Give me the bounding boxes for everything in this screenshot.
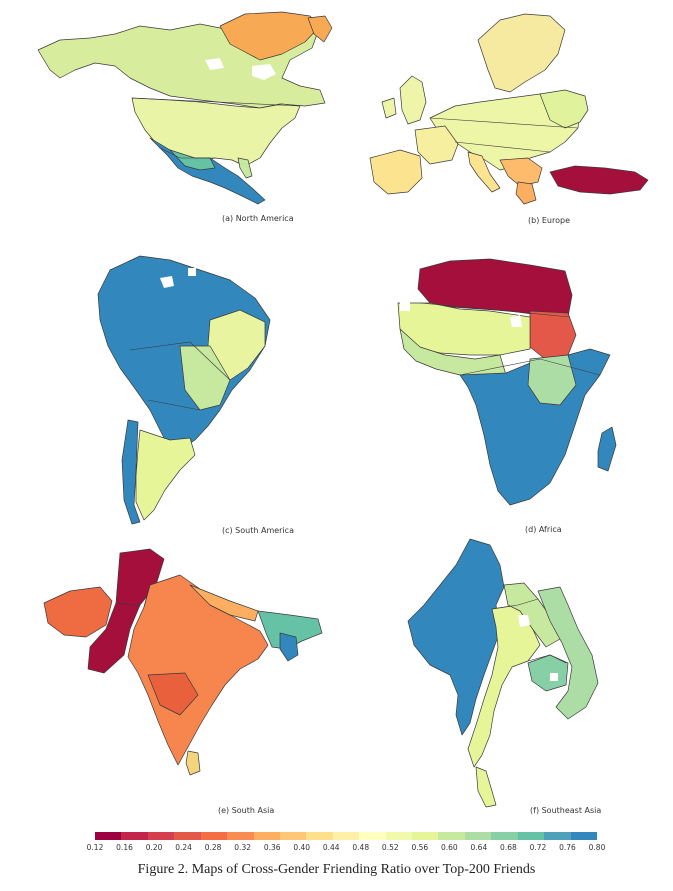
- region-iberia: [369, 149, 423, 195]
- map-panel-north-america: (a) North America: [20, 8, 340, 223]
- region-northeast-india: [257, 610, 323, 650]
- region-thailand: [467, 604, 541, 768]
- map-panel-south-america: (c) South America: [70, 250, 320, 540]
- region-chile: [121, 419, 141, 525]
- caption-europe: (b) Europe: [528, 216, 570, 225]
- region-vietnam: [537, 586, 599, 720]
- colorbar-segment: [253, 832, 281, 840]
- region-scandinavia: [477, 13, 566, 93]
- region-british-isles: [399, 75, 427, 125]
- map-north-america: [37, 11, 333, 205]
- region-sri-lanka: [185, 750, 201, 776]
- colorbar-segment: [464, 832, 492, 840]
- colorbar-tick-label: 0.64: [470, 843, 488, 852]
- map-africa: [397, 258, 617, 506]
- colorbar-segment: [544, 832, 572, 840]
- region-turkey: [549, 165, 649, 195]
- map-panel-europe: (b) Europe: [360, 10, 660, 225]
- colorbar-tick-label: 0.28: [204, 843, 222, 852]
- colorbar-tick-label: 0.12: [86, 843, 104, 852]
- colorbar-segment: [332, 832, 360, 840]
- colorbar-ticks: 0.12 0.16 0.20 0.24 0.28 0.32 0.36 0.40 0.44 0.48…: [80, 843, 620, 855]
- region-madagascar: [597, 426, 617, 472]
- colorbar-tick-label: 0.40: [293, 843, 311, 852]
- colorbar-segment: [147, 832, 175, 840]
- colorbar-segment: [438, 832, 466, 840]
- colorbar-segment: [227, 832, 254, 840]
- region-india: [127, 574, 269, 766]
- colorbar-tick-label: 0.80: [588, 843, 606, 852]
- colorbar-segment: [570, 832, 598, 840]
- colorbar: [95, 832, 598, 840]
- map-southeast-asia: [407, 538, 599, 808]
- region-malay-peninsula: [475, 766, 497, 808]
- map-south-america: [97, 255, 271, 525]
- colorbar-segment: [491, 832, 519, 840]
- colorbar-tick-label: 0.76: [559, 843, 576, 852]
- colorbar-segment: [412, 832, 439, 840]
- region-balkans: [499, 157, 543, 187]
- region-arctic-islands: [219, 11, 321, 61]
- colorbar-segment: [279, 832, 307, 840]
- region-usa: [131, 97, 301, 167]
- region-florida: [237, 157, 253, 179]
- region-greece: [515, 181, 537, 205]
- region-brazil-central: [179, 345, 231, 411]
- region-ireland: [381, 97, 397, 119]
- caption-africa: (d) Africa: [525, 525, 562, 534]
- region-east-africa: [527, 354, 577, 406]
- map-panel-africa: (d) Africa: [380, 255, 660, 540]
- colorbar-segment: [306, 832, 334, 840]
- region-cambodia: [527, 654, 569, 692]
- region-france: [414, 125, 459, 165]
- colorbar-segment: [200, 832, 228, 840]
- region-pakistan: [87, 548, 165, 674]
- colorbar-tick-label: 0.52: [381, 843, 399, 852]
- colorbar-tick-label: 0.56: [411, 843, 429, 852]
- caption-southeast-asia: (f) Southeast Asia: [530, 806, 602, 815]
- colorbar-segment: [121, 832, 149, 840]
- colorbar-tick-label: 0.48: [352, 843, 370, 852]
- region-myanmar: [407, 538, 505, 736]
- colorbar-tick-label: 0.20: [145, 843, 163, 852]
- colorbar-tick-label: 0.36: [263, 843, 281, 852]
- map-europe: [369, 13, 649, 205]
- region-afghanistan: [43, 586, 113, 638]
- region-laos: [503, 582, 561, 648]
- map-south-asia: [43, 548, 323, 776]
- region-india-central: [147, 672, 199, 716]
- region-italy: [467, 151, 501, 193]
- map-panel-southeast-asia: (f) Southeast Asia: [400, 535, 660, 820]
- colorbar-segment: [359, 832, 387, 840]
- caption-south-asia: (e) South Asia: [218, 806, 275, 815]
- region-southern-cone: [135, 429, 196, 521]
- caption-south-america: (c) South America: [222, 526, 294, 535]
- colorbar-segment: [95, 832, 122, 840]
- colorbar-tick-label: 0.72: [529, 843, 547, 852]
- map-panel-south-asia: (e) South Asia: [40, 545, 340, 820]
- colorbar-tick-label: 0.44: [322, 843, 340, 852]
- region-eastern-europe: [539, 89, 589, 129]
- colorbar-tick-label: 0.16: [116, 843, 133, 852]
- region-nepal: [189, 584, 259, 622]
- colorbar-segment: [385, 832, 413, 840]
- colorbar-segment: [174, 832, 202, 840]
- colorbar-tick-label: 0.60: [440, 843, 458, 852]
- figure-caption: Figure 2. Maps of Cross-Gender Friending…: [137, 862, 536, 877]
- region-bangladesh: [279, 632, 299, 662]
- colorbar-tick-label: 0.68: [500, 843, 517, 852]
- colorbar-tick-label: 0.32: [234, 843, 251, 852]
- colorbar-tick-label: 0.24: [175, 843, 192, 852]
- caption-north-america: (a) North America: [222, 214, 294, 223]
- region-greenland: [307, 15, 333, 43]
- colorbar-segment: [517, 832, 545, 840]
- region-egypt-sudan: [529, 310, 577, 360]
